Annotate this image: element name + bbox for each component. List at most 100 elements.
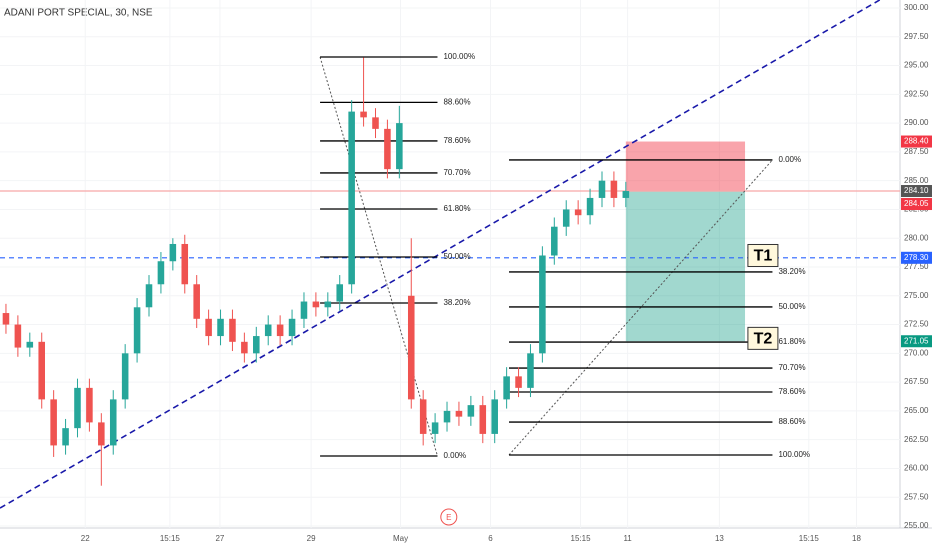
candle-body [253,336,260,354]
x-tick-label: 15:15 [571,534,592,543]
price-tag [901,251,932,264]
candle-body [622,191,630,198]
price-tag-label: 271.05 [904,336,929,345]
x-tick-label: 6 [488,534,493,543]
candle-body [26,341,34,348]
fib-label: 70.70% [778,363,805,372]
fib-label: 50.00% [778,302,805,311]
candle-body [181,243,189,285]
y-tick-label: 277.50 [904,262,929,271]
candle-body [38,341,45,400]
price-tag [901,135,932,148]
candle-body [372,117,379,129]
candle-body [443,410,451,423]
y-tick-label: 297.50 [904,32,929,41]
y-tick-label: 275.00 [904,291,929,300]
y-tick-label: 270.00 [904,348,929,357]
candle-body [74,387,81,429]
candle-body [145,284,153,308]
fib-label: 61.80% [443,204,470,213]
target-label-box [747,326,779,350]
candle-body [312,301,320,308]
y-tick-label: 265.00 [904,406,929,415]
candle-body [14,324,22,348]
candle-body [455,410,463,417]
target-zone [625,191,746,342]
candle-body [157,261,165,285]
candle-body [396,123,403,170]
y-tick-label: 287.50 [904,147,929,156]
candle-body [229,318,236,342]
candle-body [133,307,141,354]
y-tick-label: 290.00 [904,118,929,127]
candle-body [515,376,522,388]
candle-body [50,399,57,446]
candle-body [241,341,248,354]
candle-body [527,353,534,388]
price-tag-label: 278.30 [904,253,929,262]
x-tick-label: 13 [715,534,724,543]
y-tick-label: 280.00 [904,233,929,242]
candle-body [300,301,308,319]
fib-label: 88.60% [778,417,805,426]
x-tick-label: 15:15 [160,534,181,543]
candle-body [276,324,284,337]
fib-label: 38.20% [778,267,805,276]
y-tick-label: 285.00 [904,176,929,185]
candle-body [407,295,415,400]
candle-body [551,226,558,256]
fib-label: 70.70% [443,168,470,177]
candle-body [598,180,606,198]
fib-label: 78.60% [443,136,470,145]
fib-label: 78.60% [778,387,805,396]
price-tag [901,198,932,211]
candle-body [121,353,129,400]
y-tick-label: 272.50 [904,320,929,329]
candle-body [336,284,344,302]
fib-label: 0.00% [778,155,801,164]
candle-body [264,324,272,337]
fib-label: 100.00% [778,450,810,459]
target-label-box [747,243,779,267]
x-tick-label: 18 [852,534,861,543]
candle-body [360,111,367,118]
y-tick-label: 262.50 [904,435,929,444]
event-marker [440,508,458,526]
y-tick-label: 300.00 [904,3,929,12]
candle-body [539,255,546,354]
candle-body [98,422,105,446]
candle-body [217,318,224,337]
x-tick-label: 11 [623,534,632,543]
price-tag-label: 288.40 [904,137,929,146]
y-tick-label: 292.50 [904,89,929,98]
event-label: E [446,513,451,522]
candle-body [193,284,200,319]
price-tag [901,185,932,198]
candle-body [574,209,582,216]
candle-body [169,243,177,262]
candle-body [288,318,296,337]
price-tag [901,335,932,348]
fib-label: 38.20% [443,298,470,307]
candle-body [491,399,498,434]
candle-body [86,387,93,423]
x-tick-label: 27 [215,534,224,543]
target-label: T2 [754,331,773,348]
y-tick-label: 260.00 [904,464,929,473]
candle-body [324,301,332,308]
candle-body [562,209,570,227]
price-tag-label: 284.10 [904,186,929,195]
y-tick-label: 255.00 [904,521,929,530]
fib-trend [319,56,438,457]
x-tick-label: 29 [307,534,316,543]
stop-zone [625,141,746,192]
candle-body [348,111,355,285]
chart-title: ADANI PORT SPECIAL, 30, NSE [4,8,153,19]
candle-body [479,405,487,434]
candle-body [109,399,117,446]
candle-body [2,313,10,325]
candle-body [586,197,594,216]
y-tick-label: 295.00 [904,61,929,70]
y-tick-label: 257.50 [904,492,929,501]
